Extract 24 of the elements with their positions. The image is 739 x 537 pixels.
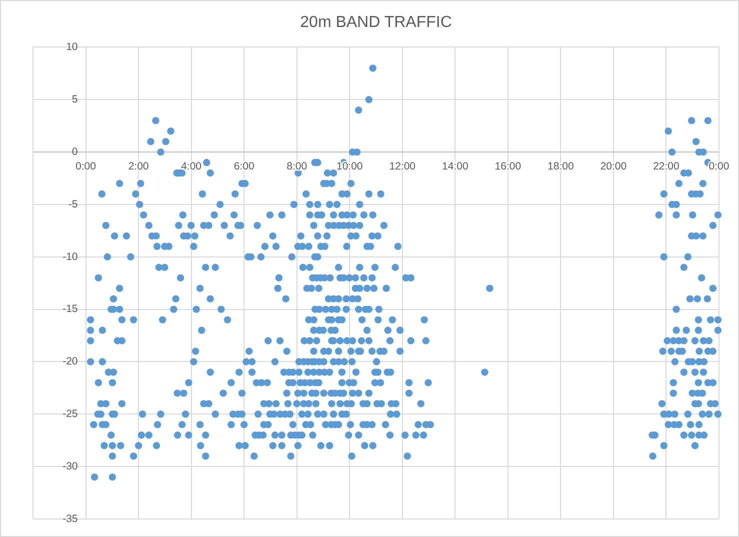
y-tick-label: 10 (66, 41, 78, 54)
x-tick-label: 8:00 (286, 160, 308, 172)
y-tick-label: -15 (62, 303, 78, 316)
x-tick-label: 0:00 (708, 160, 730, 172)
x-tick-label: 10:00 (336, 160, 363, 172)
y-tick-label: -5 (68, 198, 78, 210)
y-tick-label: 0 (72, 146, 78, 158)
x-tick-label: 0:00 (76, 160, 96, 172)
x-tick-label: 22:00 (653, 160, 680, 172)
x-tick-label: 16:00 (494, 160, 522, 172)
y-tick-label: -25 (62, 408, 78, 420)
x-tick-label: 2:00 (128, 160, 149, 172)
x-tick-label: 4:00 (181, 160, 202, 172)
x-tick-label: 6:00 (234, 160, 254, 172)
x-tick-label: 18:00 (548, 160, 574, 172)
y-tick-label: 5 (72, 94, 78, 106)
x-tick-label: 14:00 (442, 160, 468, 172)
y-tick-label: -30 (62, 460, 78, 472)
x-tick-label: 12:00 (389, 160, 416, 172)
chart-title: 20m BAND TRAFFIC (300, 14, 452, 32)
y-tick-label: -20 (62, 356, 78, 368)
x-tick-label: 20:00 (600, 160, 627, 172)
y-tick-label: -10 (62, 250, 78, 263)
y-tick-label: -35 (62, 512, 78, 525)
